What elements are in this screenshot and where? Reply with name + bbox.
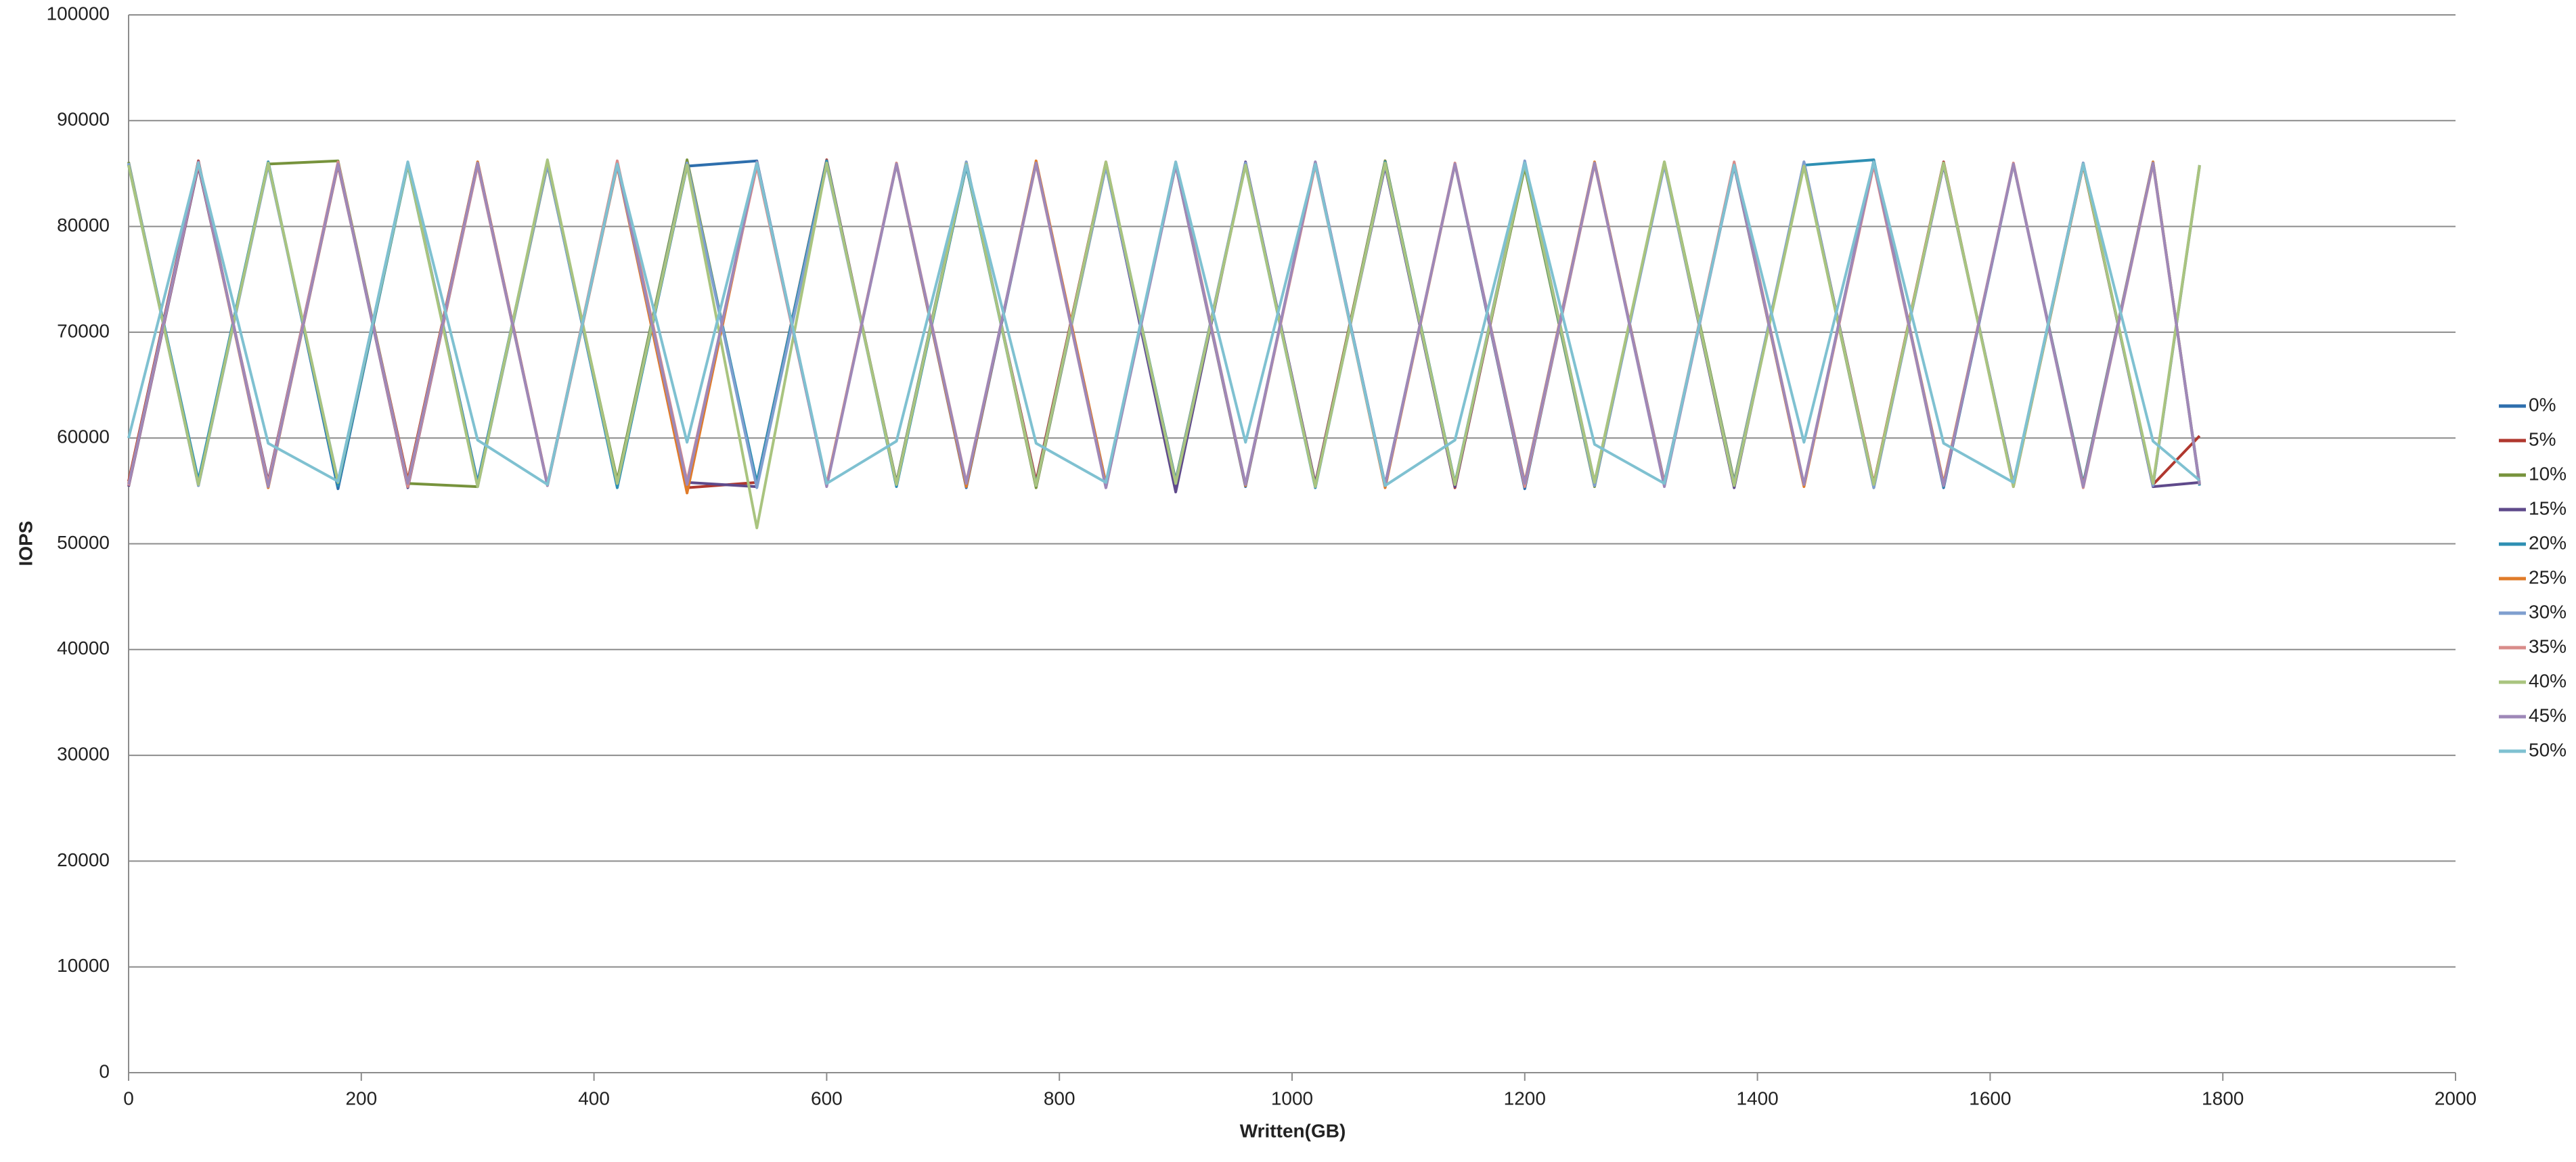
- y-tick-label: 30000: [57, 743, 110, 764]
- x-tick-label: 1600: [1969, 1088, 2011, 1109]
- legend-label: 25%: [2529, 566, 2567, 587]
- x-tick-label: 600: [811, 1088, 843, 1109]
- legend-label: 15%: [2529, 497, 2567, 518]
- y-tick-label: 80000: [57, 215, 110, 236]
- y-tick-label: 10000: [57, 955, 110, 976]
- legend-label: 30%: [2529, 601, 2567, 622]
- y-axis-title: IOPS: [15, 521, 36, 566]
- y-tick-label: 100000: [47, 3, 110, 24]
- legend-label: 5%: [2529, 428, 2556, 449]
- x-tick-label: 0: [123, 1088, 134, 1109]
- series-line: [127, 158, 2201, 530]
- x-axis-title: Written(GB): [1240, 1120, 1346, 1141]
- y-tick-label: 90000: [57, 109, 110, 130]
- y-tick-label: 20000: [57, 849, 110, 870]
- x-tick-label: 400: [578, 1088, 610, 1109]
- legend-label: 45%: [2529, 705, 2567, 725]
- legend-label: 50%: [2529, 739, 2567, 760]
- x-tick-label: 1400: [1736, 1088, 1778, 1109]
- y-tick-label: 50000: [57, 532, 110, 553]
- y-tick-label: 40000: [57, 638, 110, 658]
- y-tick-label: 70000: [57, 320, 110, 341]
- y-tick-label: 0: [99, 1060, 110, 1081]
- series-line: [127, 160, 2201, 487]
- legend-label: 40%: [2529, 670, 2567, 691]
- x-tick-label: 1200: [1504, 1088, 1546, 1109]
- x-tick-label: 1000: [1271, 1088, 1313, 1109]
- legend-label: 35%: [2529, 635, 2567, 656]
- y-tick-label: 60000: [57, 426, 110, 447]
- legend-label: 10%: [2529, 463, 2567, 484]
- x-tick-label: 200: [345, 1088, 377, 1109]
- x-tick-label: 1800: [2202, 1088, 2244, 1109]
- x-tick-label: 800: [1044, 1088, 1075, 1109]
- legend-label: 20%: [2529, 532, 2567, 553]
- legend-label: 0%: [2529, 394, 2556, 415]
- x-tick-label: 2000: [2435, 1088, 2477, 1109]
